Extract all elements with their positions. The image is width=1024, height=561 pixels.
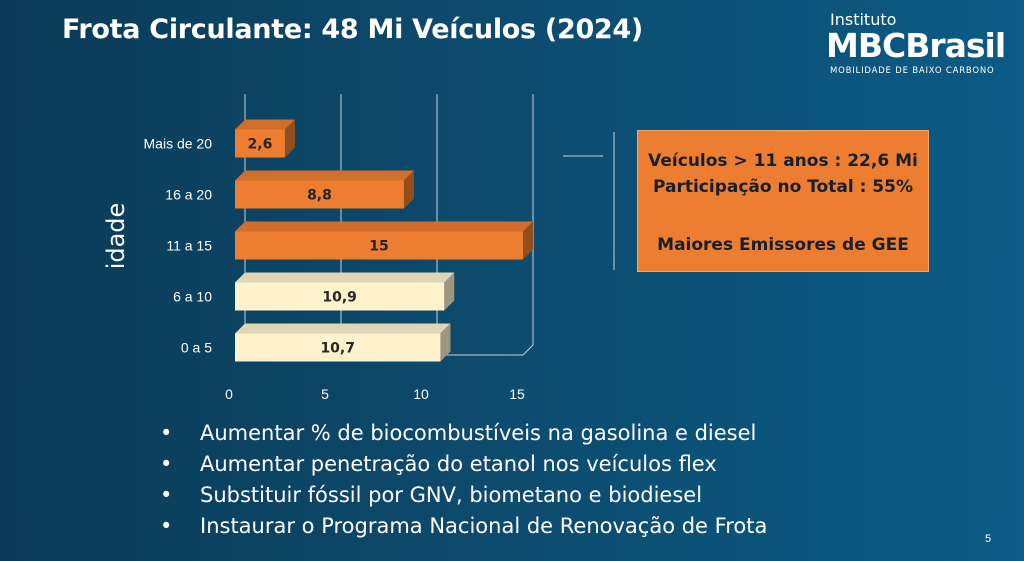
list-item-text: Aumentar % de biocombustíveis na gasolin… [200,421,757,445]
x-tick-label: 0 [225,386,233,402]
floor-gridline [522,344,534,356]
bar-side-face [403,170,414,209]
bar-top-face [235,323,451,334]
summary-line-share: Participação no Total : 55% [653,177,913,197]
bar [235,282,445,311]
data-label: 15 [369,239,388,255]
bar-side-face [444,272,455,311]
logo-top-text: Instituto [830,10,897,29]
list-item: • Instaurar o Programa Nacional de Renova… [160,514,768,538]
list-item-text: Substituir fóssil por GNV, biometano e b… [200,483,703,507]
bar [235,180,404,209]
y-axis-title: idade [102,203,130,270]
y-tick-label: Mais de 20 [144,136,213,152]
bar [235,129,285,158]
y-tick-label: 0 a 5 [181,340,212,356]
summary-line-emitters: Maiores Emissores de GEE [657,235,909,255]
data-label: 10,9 [322,290,357,306]
list-item-text: Instaurar o Programa Nacional de Renovaç… [200,514,768,538]
action-list: • Aumentar % de biocombustíveis na gasoli… [160,418,767,542]
x-tick-label: 10 [413,386,429,402]
page-number: 5 [985,533,992,545]
institute-logo: Instituto MBCBrasil MOBILIDADE DE BAIXO … [826,10,1006,76]
data-label: 2,6 [248,137,273,153]
y-tick-label: 6 a 10 [173,289,212,305]
bar [235,333,441,362]
logo-subtitle: MOBILIDADE DE BAIXO CARBONO [830,66,995,76]
bar-top-face [235,221,533,232]
list-item: • Aumentar penetração do etanol nos veícu… [160,452,717,476]
age-distribution-chart: 0 5 10 15 2,6 Mais de 20 8,8 16 a 20 15 11 a 15 10… [102,94,615,402]
data-label: 10,7 [320,341,355,357]
list-item-text: Aumentar penetração do etanol nos veícul… [200,452,717,476]
x-tick-label: 5 [321,386,329,402]
bar-top-face [235,170,414,181]
summary-line-vehicles: Veículos > 11 anos : 22,6 Mi [648,151,918,171]
summary-box: Veículos > 11 anos : 22,6 Mi Participaçã… [637,130,929,272]
bar-side-face [284,119,295,158]
list-item: • Aumentar % de biocombustíveis na gasoli… [160,421,757,445]
x-tick-label: 15 [509,386,525,402]
bar-side-face [440,323,451,362]
bar-side-face [523,221,533,260]
logo-main-text: MBCBrasil [826,26,1006,65]
bar [235,231,523,260]
slide-title: Frota Circulante: 48 Mi Veículos (2024) [62,14,643,45]
bar-top-face [235,272,455,283]
bar-top-face [235,119,295,130]
data-label: 8,8 [307,188,332,204]
y-tick-label: 11 a 15 [166,238,212,254]
y-tick-label: 16 a 20 [165,187,212,203]
list-item: • Substituir fóssil por GNV, biometano e … [160,483,703,507]
